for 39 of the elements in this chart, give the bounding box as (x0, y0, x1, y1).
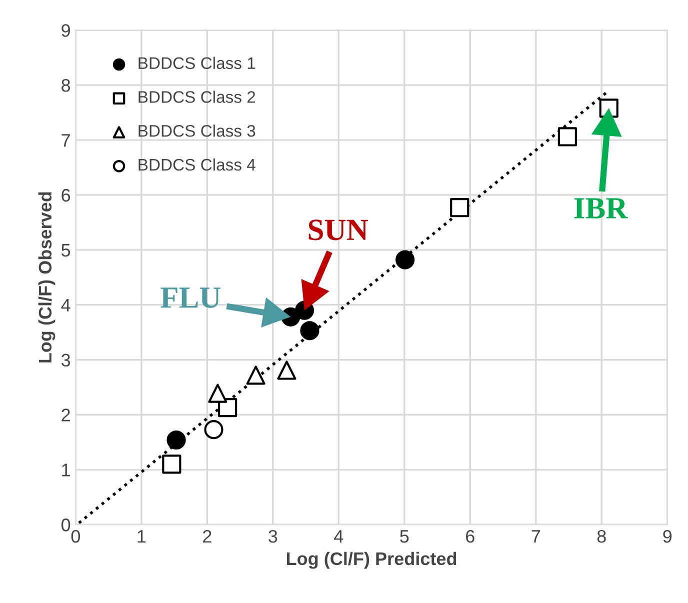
x-tick-label: 6 (466, 530, 474, 543)
x-axis-title: Log (Cl/F) Predicted (286, 552, 456, 569)
annotation: IBR (574, 198, 628, 218)
legend-label: BDDCS Class 2 (138, 90, 256, 103)
x-tick-label: 0 (71, 530, 80, 543)
x-tick-label: 4 (334, 530, 344, 543)
point (300, 321, 320, 340)
y-axis-title: Log (Cl/F) Observed (38, 192, 56, 362)
x-tick-label: 7 (532, 530, 540, 543)
x-tick-label: 5 (400, 530, 409, 543)
legend-label: BDDCS Class 4 (138, 158, 256, 171)
y-tick-label: 2 (62, 408, 70, 422)
annotation: FLU (160, 288, 220, 308)
y-tick-label: 9 (62, 24, 70, 37)
y-tick-label: 8 (62, 79, 70, 92)
y-tick-label: 3 (61, 354, 70, 367)
y-tick-label: 6 (62, 188, 70, 202)
legend-label: BDDCS Class 3 (138, 124, 256, 137)
point (162, 454, 182, 474)
point (166, 430, 186, 450)
point (396, 250, 415, 270)
point (204, 420, 224, 440)
annotation: SUN (308, 220, 368, 240)
point (450, 198, 470, 218)
x-tick-label: 3 (268, 530, 278, 543)
y-tick-label: 5 (62, 244, 70, 257)
point (558, 127, 577, 146)
y-tick-label: 0 (61, 518, 70, 532)
y-tick-label: 4 (61, 298, 70, 312)
x-tick-label: 2 (203, 530, 212, 543)
x-tick-label: 8 (597, 530, 606, 543)
y-tick-label: 7 (62, 134, 70, 147)
legend-label: BDDCS Class 1 (138, 56, 256, 70)
x-tick-label: 1 (138, 530, 146, 543)
x-tick-label: 9 (663, 530, 672, 543)
point (208, 384, 228, 403)
y-tick-label: 1 (62, 464, 70, 476)
point (277, 360, 296, 380)
point (246, 366, 266, 385)
